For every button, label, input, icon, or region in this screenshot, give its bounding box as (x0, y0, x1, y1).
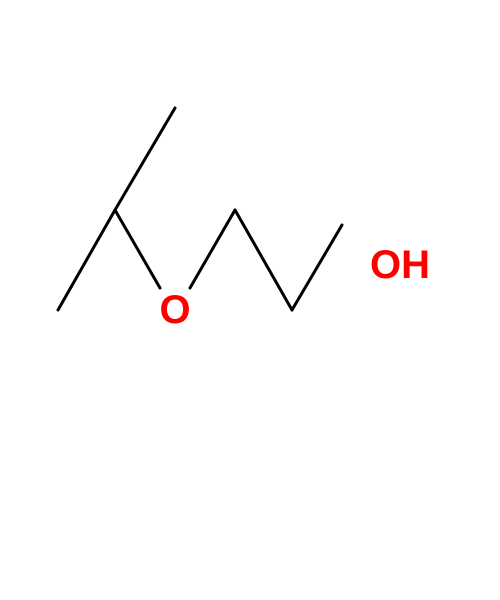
molecule-canvas: O OH (0, 0, 500, 600)
atom-label-O_ether: O (159, 290, 190, 330)
bond (292, 225, 342, 310)
bond (235, 210, 292, 310)
atom-label-OH: OH (370, 245, 430, 285)
bond (58, 210, 115, 310)
bond (190, 210, 235, 288)
bond (115, 210, 160, 288)
bond (115, 108, 175, 210)
bond-layer (0, 0, 500, 600)
